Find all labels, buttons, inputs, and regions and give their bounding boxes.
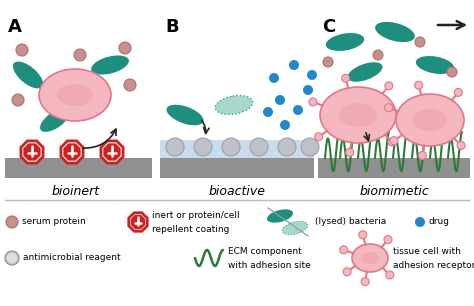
Text: A: A — [8, 18, 22, 36]
Circle shape — [269, 73, 279, 83]
Circle shape — [361, 278, 369, 285]
Circle shape — [222, 138, 240, 156]
Ellipse shape — [361, 252, 379, 264]
Circle shape — [342, 74, 350, 82]
Circle shape — [343, 268, 351, 276]
Circle shape — [293, 105, 303, 115]
Circle shape — [415, 217, 425, 227]
Text: inert or protein/cell: inert or protein/cell — [152, 211, 240, 221]
Ellipse shape — [413, 109, 447, 131]
Ellipse shape — [374, 21, 415, 43]
Circle shape — [280, 120, 290, 130]
Polygon shape — [103, 143, 121, 161]
Ellipse shape — [352, 244, 388, 272]
Ellipse shape — [166, 104, 204, 126]
Circle shape — [7, 253, 17, 263]
Polygon shape — [131, 215, 145, 229]
Circle shape — [289, 60, 299, 70]
Ellipse shape — [347, 62, 383, 82]
Circle shape — [6, 216, 18, 228]
Polygon shape — [21, 141, 43, 163]
Circle shape — [323, 57, 333, 67]
Ellipse shape — [57, 84, 93, 106]
Ellipse shape — [320, 87, 396, 143]
Circle shape — [315, 133, 323, 141]
Circle shape — [12, 94, 24, 106]
Ellipse shape — [283, 221, 308, 235]
Ellipse shape — [215, 95, 253, 114]
Text: drug: drug — [429, 218, 450, 226]
Text: C: C — [322, 18, 335, 36]
Circle shape — [454, 88, 462, 96]
Circle shape — [301, 138, 319, 156]
Ellipse shape — [91, 55, 129, 75]
Text: ECM component: ECM component — [228, 248, 302, 256]
Text: with adhesion site: with adhesion site — [228, 260, 311, 270]
Ellipse shape — [325, 32, 365, 51]
Circle shape — [278, 138, 296, 156]
Circle shape — [386, 271, 394, 279]
Polygon shape — [61, 141, 83, 163]
Text: tissue cell with: tissue cell with — [393, 248, 461, 256]
Circle shape — [384, 236, 392, 244]
Circle shape — [74, 49, 86, 61]
Circle shape — [124, 79, 136, 91]
Ellipse shape — [12, 61, 44, 89]
Polygon shape — [64, 143, 81, 161]
Circle shape — [194, 138, 212, 156]
Text: adhesion receptor: adhesion receptor — [393, 260, 474, 270]
Text: antimicrobial reagent: antimicrobial reagent — [23, 253, 120, 263]
Circle shape — [166, 138, 184, 156]
Text: biomimetic: biomimetic — [359, 185, 429, 198]
Bar — [160, 140, 314, 158]
Polygon shape — [23, 143, 41, 161]
Circle shape — [447, 67, 457, 77]
Circle shape — [307, 70, 317, 80]
Bar — [160, 158, 314, 178]
Circle shape — [346, 148, 354, 156]
Circle shape — [390, 137, 398, 145]
Circle shape — [415, 37, 425, 47]
Circle shape — [415, 81, 423, 89]
Ellipse shape — [266, 209, 293, 223]
Ellipse shape — [339, 103, 377, 127]
Circle shape — [303, 85, 313, 95]
Circle shape — [119, 42, 131, 54]
Ellipse shape — [415, 55, 455, 75]
Circle shape — [275, 95, 285, 105]
Ellipse shape — [396, 94, 464, 146]
Circle shape — [385, 104, 392, 112]
Circle shape — [340, 246, 348, 254]
Circle shape — [373, 50, 383, 60]
Text: B: B — [165, 18, 179, 36]
Text: (lysed) bacteria: (lysed) bacteria — [315, 218, 386, 226]
Circle shape — [309, 98, 317, 106]
Circle shape — [419, 151, 426, 159]
Polygon shape — [101, 141, 123, 163]
Text: bioactive: bioactive — [209, 185, 265, 198]
Ellipse shape — [39, 69, 111, 121]
Ellipse shape — [39, 107, 71, 132]
Bar — [318, 158, 470, 178]
Bar — [5, 158, 152, 178]
Text: serum protein: serum protein — [22, 218, 86, 226]
Circle shape — [250, 138, 268, 156]
Circle shape — [5, 251, 19, 265]
Text: repellent coating: repellent coating — [152, 225, 229, 233]
Circle shape — [388, 138, 396, 146]
Circle shape — [359, 231, 367, 239]
Polygon shape — [129, 213, 147, 231]
Circle shape — [457, 141, 465, 149]
Circle shape — [16, 44, 28, 56]
Circle shape — [385, 82, 393, 90]
Text: bioinert: bioinert — [52, 185, 100, 198]
Circle shape — [263, 107, 273, 117]
